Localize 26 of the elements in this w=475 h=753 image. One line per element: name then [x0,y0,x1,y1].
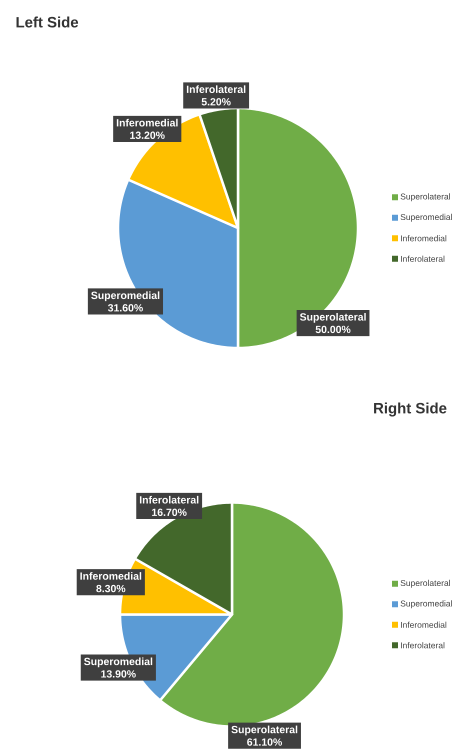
data-label: 13.90% [101,670,136,678]
legend-label: Inferolateral [400,642,444,648]
legend-label: Superomedial [400,600,452,608]
data-label: 61.10% [247,738,282,746]
data-label: 31.60% [108,304,143,312]
data-label: 50.00% [316,326,350,334]
slice-label: Inferolateral [140,496,198,504]
data-label: 16.70% [152,508,187,516]
legend-label: Inferomedial [400,235,446,242]
slice-label: Superolateral [231,726,298,736]
legend-label: Superolateral [400,580,450,588]
chart-title: Left Side [16,16,78,28]
chart-title: Right Side [374,402,446,417]
slice-label: Superomedial [91,291,160,302]
legend-label: Inferomedial [400,622,446,628]
data-label: 13.20% [130,132,165,139]
legend-label: Superomedial [400,214,452,222]
data-label: 5.20% [202,98,231,106]
legend-label: Superolateral [400,193,450,202]
slice-label: Superomedial [84,657,152,668]
data-label: 8.30% [96,584,126,592]
slice-label: Inferomedial [80,572,142,580]
slice-label: Inferomedial [116,118,178,126]
slice-label: Inferolateral [186,85,246,94]
legend-label: Inferolateral [400,256,444,262]
slice-label: Superolateral [300,312,366,323]
